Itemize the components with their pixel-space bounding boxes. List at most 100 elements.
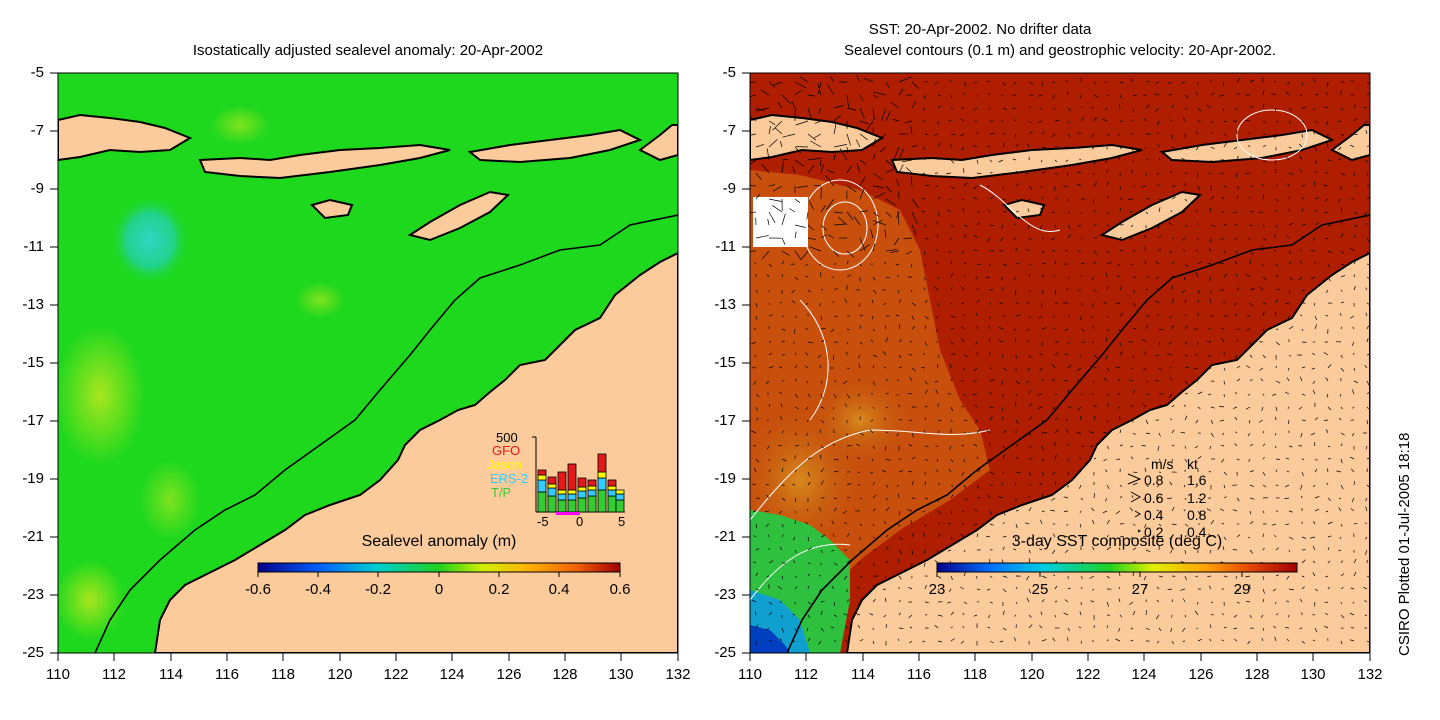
legend-jason: Jason (487, 457, 522, 472)
velocity-arrow (1091, 133, 1095, 138)
velocity-arrow (774, 127, 783, 135)
velocity-arrow (911, 367, 916, 372)
velocity-arrow (794, 146, 802, 154)
velocity-arrow (1233, 614, 1238, 618)
velocity-arrow (1184, 445, 1187, 449)
velocity-arrow (1065, 79, 1069, 83)
velocity-arrow (1275, 341, 1281, 346)
velocity-arrow (962, 198, 965, 201)
velocity-arrow (819, 364, 822, 369)
velocity-arrow (911, 497, 916, 499)
velocity-arrow (1350, 144, 1355, 148)
velocity-arrow (1327, 521, 1333, 525)
velocity-arrow (766, 274, 770, 278)
velocity-arrow (1028, 289, 1031, 293)
velocity-arrow (750, 133, 757, 136)
velocity-arrow (1093, 261, 1096, 265)
velocity-arrow (1054, 481, 1057, 486)
velocity-arrow (792, 613, 796, 616)
velocity-arrow (765, 380, 770, 385)
velocity-arrow (987, 626, 991, 629)
velocity-arrow (1116, 302, 1121, 304)
velocity-arrow (1065, 428, 1069, 434)
velocity-arrow (768, 120, 776, 125)
velocity-arrow (768, 469, 771, 473)
velocity-arrow (1286, 600, 1290, 603)
velocity-arrow (885, 392, 889, 395)
velocity-arrow (1184, 497, 1187, 500)
velocity-arrow (1158, 404, 1162, 408)
velocity-arrow (820, 328, 826, 330)
velocity-arrow (937, 575, 942, 579)
velocity-arrow (1156, 586, 1160, 590)
velocity-arrow (1002, 416, 1004, 421)
velocity-arrow (1078, 289, 1082, 291)
velocity-arrow (1130, 367, 1134, 369)
velocity-arrow (1223, 81, 1225, 87)
velocity-arrow (1169, 536, 1173, 539)
velocity-arrow (1106, 367, 1110, 372)
velocity-arrow (1353, 285, 1356, 291)
velocity-arrow (1288, 510, 1294, 513)
velocity-arrow (1080, 393, 1083, 396)
velocity-arrow (819, 263, 822, 266)
velocity-arrow (1067, 389, 1070, 395)
velocity-arrow (1052, 275, 1056, 278)
velocity-arrow (1299, 484, 1303, 490)
velocity-arrow (963, 419, 968, 422)
velocity-arrow (779, 366, 783, 369)
velocity-arrow (1219, 94, 1225, 97)
velocity-arrow (872, 243, 875, 252)
velocity-arrow (1080, 497, 1084, 501)
velocity-arrow (1050, 509, 1056, 512)
velocity-arrow (1171, 261, 1175, 265)
velocity-arrow (1169, 171, 1173, 174)
velocity-arrow (1336, 470, 1342, 473)
velocity-arrow (1041, 250, 1045, 254)
velocity-arrow (898, 612, 901, 616)
velocity-arrow (998, 340, 1004, 343)
velocity-arrow (781, 250, 790, 256)
velocity-arrow (1002, 445, 1005, 449)
velocity-arrow (872, 365, 875, 369)
velocity-arrow (1340, 367, 1344, 372)
velocity-arrow (923, 532, 926, 538)
velocity-arrow (934, 380, 939, 383)
velocity-arrow (1106, 601, 1110, 607)
velocity-arrow (794, 315, 797, 319)
velocity-arrow (924, 584, 927, 590)
velocity-arrow (1145, 380, 1149, 383)
velocity-arrow (1102, 510, 1108, 514)
velocity-arrow (1026, 172, 1030, 174)
velocity-arrow (1314, 287, 1317, 291)
velocity-arrow (1340, 326, 1343, 330)
velocity-arrow (846, 533, 850, 538)
velocity-arrow (1106, 261, 1112, 265)
velocity-arrow (950, 510, 952, 514)
velocity-arrow (1233, 406, 1238, 409)
velocity-arrow (1312, 237, 1316, 241)
velocity-arrow (1209, 276, 1212, 282)
right-land-lesser-sunda (890, 143, 1143, 180)
velocity-arrow (1274, 133, 1277, 139)
velocity-arrow (1197, 535, 1201, 538)
velocity-arrow (1301, 235, 1304, 239)
velocity-arrow (989, 575, 993, 578)
velocity-arrow (1013, 237, 1017, 240)
velocity-arrow (807, 133, 817, 141)
velocity-arrow (1169, 159, 1173, 162)
velocity-arrow (781, 575, 784, 580)
velocity-arrow (1365, 522, 1368, 525)
velocity-arrow (859, 210, 869, 213)
velocity-arrow (1288, 289, 1291, 294)
velocity-arrow (1353, 234, 1356, 239)
velocity-arrow (1275, 469, 1278, 473)
velocity-arrow (934, 81, 939, 85)
velocity-arrow (1366, 237, 1370, 243)
right-panel-title-line2: Sealevel contours (0.1 m) and geostrophi… (844, 42, 1276, 59)
velocity-arrow (1001, 120, 1004, 122)
velocity-arrow (1312, 639, 1316, 642)
velocity-arrow (1288, 250, 1292, 255)
velocity-arrow (1142, 403, 1147, 408)
velocity-arrow (768, 430, 772, 434)
